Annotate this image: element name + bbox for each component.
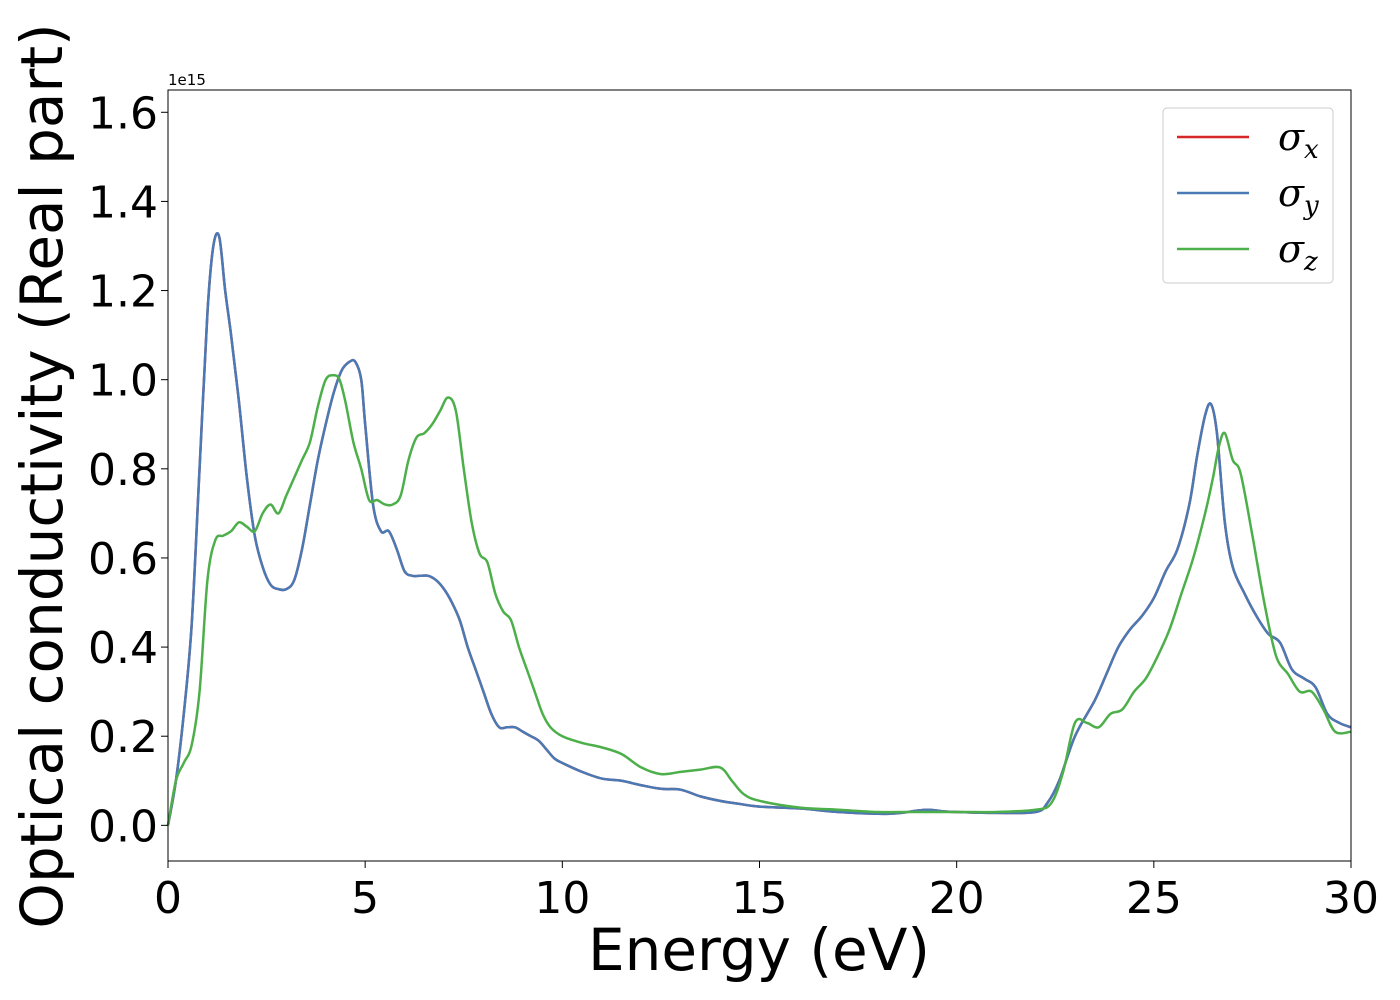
y-tick-label: 1.4 — [88, 177, 158, 228]
y-tick-label: 0.4 — [88, 623, 158, 674]
y-axis-title: Optical conductivity (Real part) — [8, 23, 76, 928]
x-tick-label: 0 — [154, 873, 182, 924]
y-tick-label: 0.8 — [88, 445, 158, 496]
y-tick-label: 0.0 — [88, 801, 158, 852]
series-line-sigma-y — [166, 232, 1352, 826]
y-tick-label: 1.0 — [88, 356, 158, 407]
x-tick-label: 15 — [732, 873, 788, 924]
x-tick-label: 30 — [1323, 873, 1379, 924]
y-tick-label: 1.2 — [88, 267, 158, 318]
x-tick-label: 25 — [1126, 873, 1182, 924]
plot-area — [168, 90, 1351, 861]
x-tick-label: 10 — [534, 873, 590, 924]
y-tick-label: 0.2 — [88, 712, 158, 763]
y-tick-label: 0.6 — [88, 534, 158, 585]
y-offset-label: 1e15 — [168, 71, 206, 89]
legend-frame — [1162, 107, 1334, 284]
series-layer — [166, 232, 1352, 826]
y-axis-ticks: 0.0 0.2 0.4 0.6 0.8 1.0 1.2 1.4 1.6 — [88, 88, 168, 852]
series-line-sigma-z — [166, 373, 1352, 826]
x-axis-ticks: 0 5 10 15 20 25 30 — [154, 861, 1379, 924]
x-tick-label: 5 — [351, 873, 379, 924]
x-tick-label: 20 — [929, 873, 985, 924]
y-tick-label: 1.6 — [88, 88, 158, 139]
x-axis-title: Energy (eV) — [588, 916, 930, 984]
